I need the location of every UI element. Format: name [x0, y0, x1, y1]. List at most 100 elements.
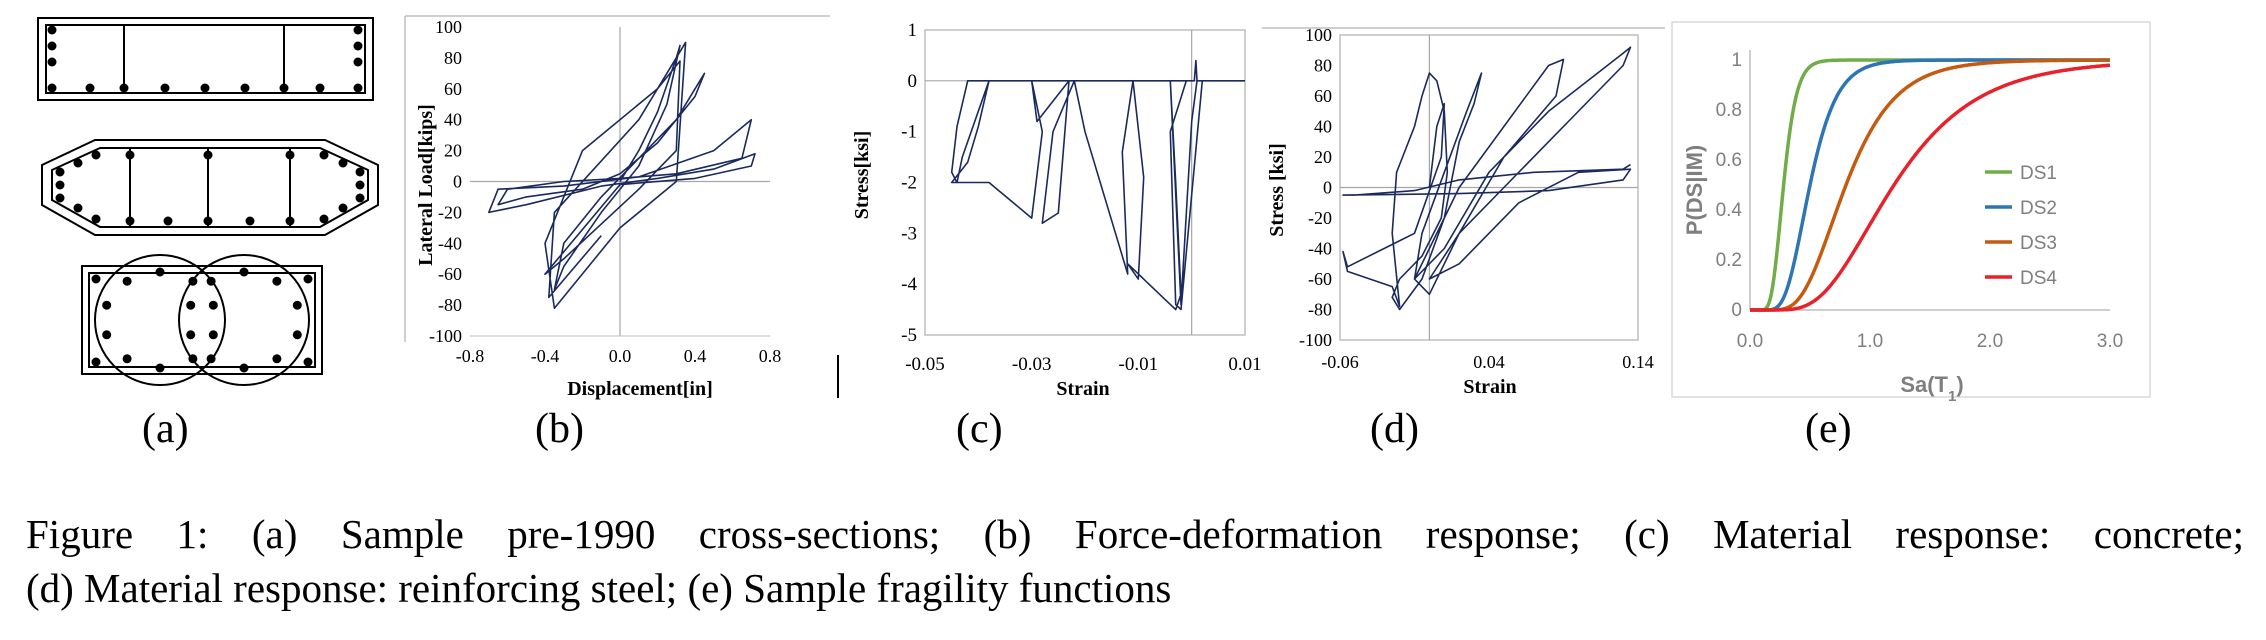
y-tick-label: -60 — [438, 264, 462, 284]
x-tick-label: -0.03 — [1012, 354, 1052, 375]
x-tick-label: 0.0 — [1737, 331, 1763, 352]
x-axis-label: Strain — [1056, 378, 1109, 400]
cross-sections-drawing — [37, 17, 379, 386]
fragility-chart: 10.80.60.40.200.0 1.0 2.0 3.0 DS1DS2DS3DS4 … — [1671, 21, 2151, 405]
rebar-dot — [188, 354, 198, 364]
y-tick-label: 100 — [435, 17, 462, 37]
y-tick-label: -100 — [1299, 330, 1332, 350]
rebar-dot — [208, 330, 218, 340]
force-deformation-chart: 100 80 60 40 20 0 -20 -40 -60 -80 -100-0.8 -0.4 0.0 0… — [404, 15, 839, 400]
y-tick-label: -5 — [901, 325, 917, 346]
y-tick-label: -40 — [1308, 239, 1332, 259]
y-tick-label: 0.4 — [1716, 200, 1743, 221]
y-axis-label: Stress [ksi] — [1266, 143, 1288, 237]
rebar-dot — [122, 354, 132, 364]
x-tick-label: 2.0 — [1977, 331, 2003, 352]
y-tick-label: 1 — [908, 20, 918, 41]
y-tick-label: -80 — [438, 295, 462, 315]
x-axis-label: Displacement[in] — [567, 378, 713, 400]
rebar-dot — [272, 354, 282, 364]
panel-label-c: (c) — [956, 406, 1003, 452]
figure: 100 80 60 40 20 0 -20 -40 -60 -80 -100 -0.8 -0.4 0.0 0… — [37, 15, 2151, 452]
y-tick-label: -80 — [1308, 300, 1332, 320]
x-axis-label: Sa(T1) — [1900, 372, 1963, 405]
x-tick-label: 0.0 — [609, 346, 632, 366]
x-tick-label: 0.4 — [684, 346, 707, 366]
concrete-stress-strain-chart: 1 0 -1 -2 -3 -4 -5 -0.05 -0.03 -0.01 0.01 Strain S… — [851, 20, 1262, 400]
y-tick-label: 60 — [444, 79, 462, 99]
y-tick-label: -100 — [429, 326, 462, 346]
x-tick-label: 0.01 — [1228, 354, 1261, 375]
rebar-dot — [206, 354, 216, 364]
y-tick-label: 20 — [444, 141, 462, 161]
rectangular-section — [37, 17, 374, 101]
rebar-dot — [292, 330, 302, 340]
y-tick-label: -3 — [901, 223, 917, 244]
x-tick-label: 0.8 — [759, 346, 782, 366]
rebar-dot — [102, 330, 112, 340]
legend-label: DS1 — [2020, 163, 2057, 184]
x-tick-label: -0.01 — [1119, 354, 1159, 375]
y-tick-label: 0.6 — [1716, 150, 1742, 171]
series-ds3-line — [1750, 58, 2110, 312]
legend-label: DS3 — [2020, 233, 2057, 254]
panel-label-b: (b) — [535, 406, 584, 452]
y-tick-label: 0.8 — [1716, 100, 1742, 121]
rebar-dot — [239, 363, 249, 373]
y-tick-label: -4 — [901, 274, 917, 295]
x-tick-label: 0.04 — [1473, 352, 1505, 372]
steel-stress-strain-chart: 100 80 60 40 20 0 -20 -40 -60 -80 -100-0.06 0.04 0.1… — [1262, 25, 1665, 398]
rebar-dot — [186, 330, 196, 340]
y-tick-label: 80 — [1314, 56, 1332, 76]
x-tick-label: -0.05 — [905, 354, 945, 375]
y-tick-label: 0 — [1323, 178, 1332, 198]
y-tick-label: 80 — [444, 48, 462, 68]
rebar-dot — [208, 300, 218, 310]
rebar-dot — [102, 300, 112, 310]
caption-line-1: Figure 1: (a) Sample pre-1990 cross-sect… — [26, 511, 2244, 557]
x-tick-label: -0.06 — [1321, 352, 1359, 372]
x-tick-label: -0.8 — [456, 346, 485, 366]
y-tick-label: 0.2 — [1716, 250, 1742, 271]
caption-line-2: (d) Material response: reinforcing steel… — [26, 565, 1172, 611]
rebar-dot — [239, 267, 249, 277]
y-tick-label: 60 — [1314, 86, 1332, 106]
y-tick-label: 0 — [908, 71, 918, 92]
x-tick-label: 1.0 — [1857, 331, 1883, 352]
response-curve — [950, 59, 1245, 311]
y-tick-label: -2 — [901, 173, 917, 194]
rebar-dot — [292, 300, 302, 310]
y-tick-label: -20 — [1308, 208, 1332, 228]
y-tick-label: 40 — [444, 110, 462, 130]
octagonal-section — [41, 139, 379, 236]
x-axis-label: Strain — [1463, 376, 1516, 398]
y-tick-label: 0 — [1731, 300, 1742, 321]
legend-label: DS4 — [2020, 268, 2057, 289]
response-curve — [488, 41, 756, 309]
rebar-dot — [186, 300, 196, 310]
series-ds4-line — [1750, 63, 2111, 312]
rebar-dot — [122, 276, 132, 286]
y-tick-label: -1 — [901, 122, 917, 143]
rebar-dot — [155, 267, 165, 277]
legend-label: DS2 — [2020, 198, 2057, 219]
rebar-dot — [155, 363, 165, 373]
x-tick-label: 3.0 — [2097, 331, 2123, 352]
y-tick-label: 1 — [1731, 50, 1742, 71]
y-axis-label: P(DS|IM) — [1682, 145, 1707, 235]
y-tick-label: 20 — [1314, 147, 1332, 167]
panel-label-a: (a) — [142, 406, 189, 452]
rebar-dot — [206, 276, 216, 286]
x-tick-label: -0.4 — [531, 346, 560, 366]
y-tick-label: -20 — [438, 202, 462, 222]
rebar-dot — [188, 276, 198, 286]
y-tick-label: 100 — [1305, 25, 1332, 45]
y-axis-label: Lateral Load[kips] — [415, 104, 437, 266]
x-tick-label: 0.14 — [1622, 352, 1654, 372]
y-tick-label: -60 — [1308, 269, 1332, 289]
panel-label-d: (d) — [1370, 406, 1419, 452]
rebar-dot — [272, 276, 282, 286]
panel-label-e: (e) — [1805, 406, 1852, 452]
y-tick-label: -40 — [438, 233, 462, 253]
